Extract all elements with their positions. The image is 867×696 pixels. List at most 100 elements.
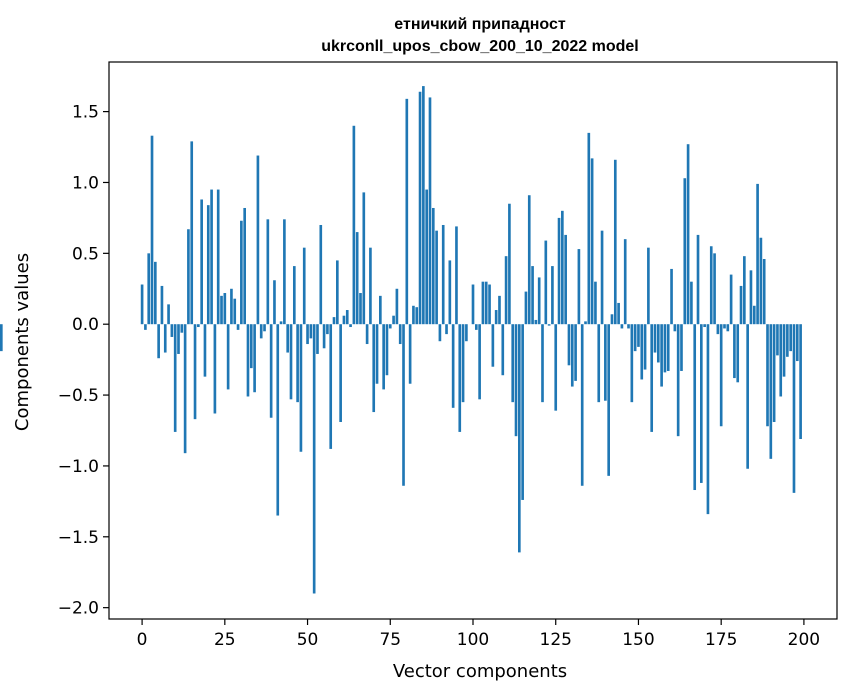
- bar: [630, 324, 634, 403]
- bar: [660, 324, 663, 387]
- plot-frame: [108, 61, 838, 620]
- bar: [663, 324, 667, 373]
- bar: [656, 324, 660, 363]
- bar: [190, 141, 194, 325]
- bar: [342, 315, 346, 325]
- bar: [561, 210, 564, 325]
- bar: [422, 86, 425, 325]
- bar: [392, 315, 395, 325]
- bar: [544, 240, 548, 325]
- bar: [488, 284, 491, 325]
- bar: [279, 321, 283, 325]
- bar: [511, 324, 515, 403]
- bar: [577, 249, 581, 325]
- bar: [541, 324, 544, 403]
- bar: [584, 321, 587, 325]
- bar: [491, 324, 495, 367]
- bar: [398, 324, 402, 345]
- chart-title-line1: етничкий припадност: [394, 16, 566, 33]
- bar: [206, 205, 210, 325]
- bar: [693, 324, 697, 491]
- bar: [147, 253, 151, 325]
- bar: [504, 256, 508, 325]
- bar: [296, 324, 299, 403]
- bar: [471, 284, 475, 325]
- bar: [650, 324, 654, 432]
- bar: [157, 324, 160, 359]
- bar: [425, 189, 428, 325]
- bar: [627, 324, 630, 329]
- bar: [395, 288, 399, 325]
- bar: [537, 277, 541, 325]
- bar: [623, 239, 627, 325]
- bar: [640, 324, 644, 380]
- bar: [521, 324, 524, 500]
- y-tick-label: −0.5: [58, 386, 99, 406]
- bar: [799, 324, 802, 439]
- bar: [789, 324, 792, 352]
- bar: [494, 310, 498, 325]
- bar: [183, 324, 187, 454]
- y-tick-label: 1.0: [72, 173, 99, 193]
- bar: [283, 219, 286, 325]
- bar: [733, 324, 736, 379]
- bar: [580, 324, 584, 486]
- bar: [782, 324, 786, 377]
- bar: [613, 159, 617, 325]
- bar: [527, 195, 531, 325]
- bar: [0, 324, 3, 352]
- bar: [524, 291, 528, 325]
- bar: [302, 247, 306, 325]
- bar: [160, 285, 164, 325]
- bar: [756, 183, 759, 325]
- bar: [256, 155, 260, 325]
- bar: [554, 324, 558, 411]
- y-tick-label: −1.0: [58, 457, 99, 477]
- bar: [150, 135, 154, 325]
- bar: [428, 97, 432, 325]
- bar: [620, 324, 624, 329]
- bar: [388, 324, 392, 329]
- bar: [263, 324, 266, 332]
- bar: [276, 324, 280, 516]
- bar: [690, 281, 693, 325]
- bar: [508, 203, 511, 325]
- bar: [197, 324, 200, 328]
- bar: [633, 324, 637, 352]
- bar: [776, 324, 779, 356]
- y-axis-label: Components values: [12, 253, 33, 431]
- x-axis-ticks: 0 25 50 75 100 125 150 175 200: [137, 619, 820, 650]
- bar: [405, 98, 409, 325]
- bar: [647, 247, 650, 325]
- bar: [339, 324, 342, 422]
- bar: [564, 234, 567, 325]
- bar: [445, 324, 448, 335]
- bar: [676, 324, 680, 437]
- bar: [474, 324, 478, 330]
- bar: [309, 324, 313, 339]
- bar: [557, 217, 561, 325]
- bar: [329, 324, 333, 449]
- bar: [700, 324, 703, 483]
- bar: [752, 305, 756, 325]
- bar: [594, 281, 597, 325]
- bar: [365, 324, 369, 345]
- bar: [696, 234, 700, 325]
- bar: [670, 268, 673, 325]
- x-tick-label: 150: [622, 630, 654, 650]
- bar: [617, 302, 620, 325]
- bar: [570, 324, 574, 387]
- y-tick-label: −2.0: [58, 599, 99, 619]
- bar: [478, 324, 481, 400]
- bar: [180, 324, 184, 333]
- x-tick-label: 100: [457, 630, 489, 650]
- bar: [666, 324, 670, 371]
- bar: [177, 324, 180, 354]
- bar: [686, 144, 690, 325]
- bar: [736, 324, 740, 383]
- y-tick-label: 0.0: [72, 315, 99, 335]
- bar: [498, 295, 501, 325]
- bar: [259, 324, 263, 339]
- x-tick-label: 0: [137, 630, 148, 650]
